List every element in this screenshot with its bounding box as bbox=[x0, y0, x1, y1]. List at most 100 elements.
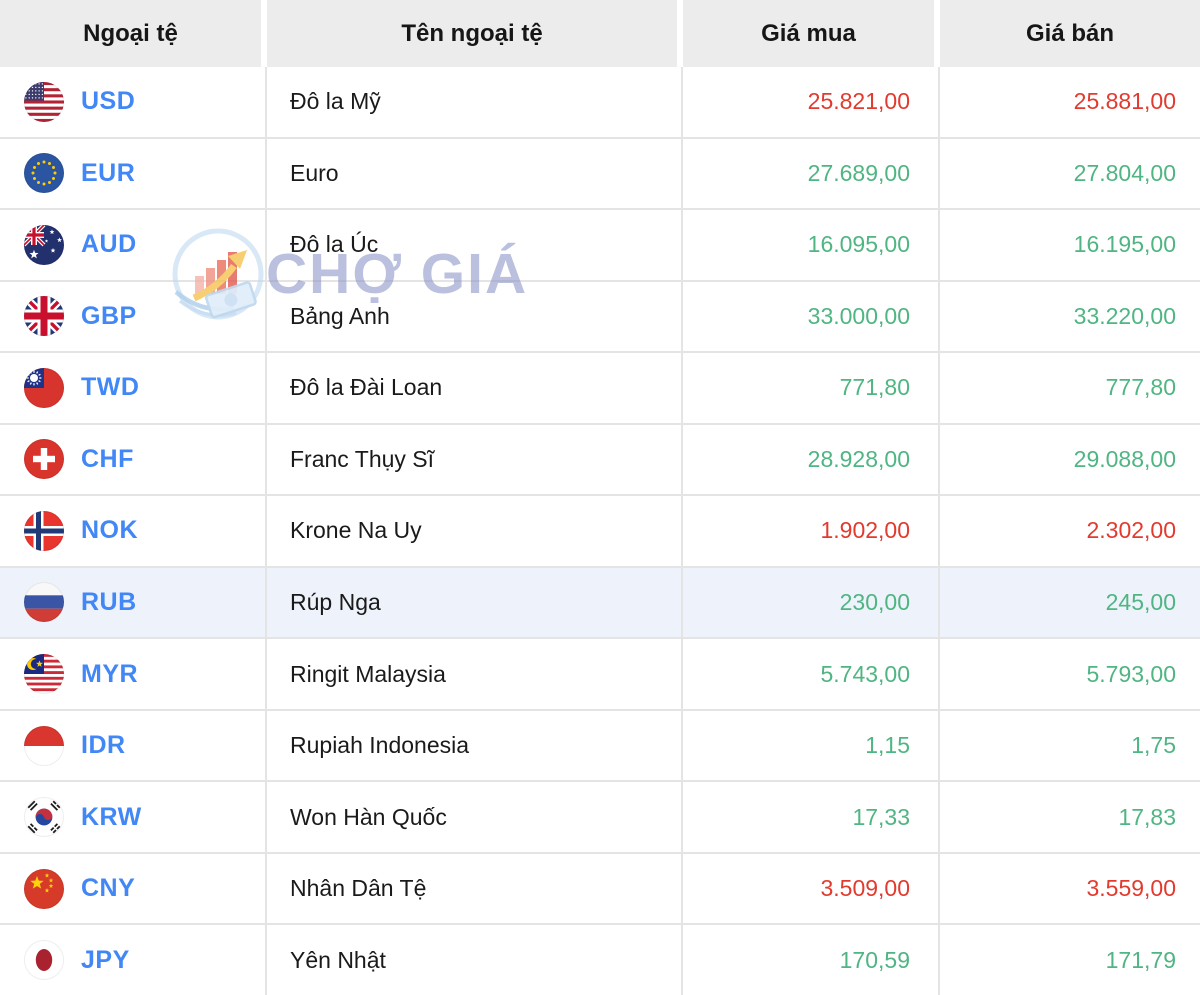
sell-price: 171,79 bbox=[1105, 946, 1176, 973]
column-header-currency: Ngoại tệ bbox=[0, 0, 267, 67]
table-row[interactable]: IDR Rupiah Indonesia 1,15 1,75 bbox=[0, 708, 1200, 781]
column-header-currency-name: Tên ngoại tệ bbox=[267, 0, 683, 67]
currency-name-cell: Won Hàn Quốc bbox=[267, 782, 683, 852]
currency-code: MYR bbox=[81, 659, 139, 688]
cn-flag-icon bbox=[24, 868, 64, 909]
buy-price: 16.095,00 bbox=[683, 210, 940, 280]
buy-price: 170,59 bbox=[683, 925, 940, 995]
kr-flag-icon bbox=[24, 797, 64, 838]
currency-cell: JPY bbox=[0, 925, 267, 995]
table-row[interactable]: EUR Euro 27.689,00 27.804,00 bbox=[0, 136, 1200, 209]
currency-name-cell: Franc Thụy Sĩ bbox=[267, 424, 683, 495]
currency-cell: MYR bbox=[0, 639, 267, 709]
currency-code: CNY bbox=[81, 874, 136, 903]
buy-price: 25.821,00 bbox=[683, 67, 940, 137]
buy-price: 771,80 bbox=[683, 353, 940, 423]
currency-code: AUD bbox=[81, 230, 137, 259]
currency-code: TWD bbox=[81, 373, 140, 402]
sell-price: 33.220,00 bbox=[1073, 302, 1176, 329]
sell-price: 245,00 bbox=[1105, 588, 1176, 615]
table-row[interactable]: TWD Đô la Đài Loan 771,80 777,80 bbox=[0, 351, 1200, 423]
table-row[interactable]: KRW Won Hàn Quốc 17,33 17,83 bbox=[0, 780, 1200, 852]
currency-name-cell: Đô la Đài Loan bbox=[267, 353, 683, 423]
currency-code: CHF bbox=[81, 444, 134, 473]
currency-name: Yên Nhật bbox=[290, 946, 386, 973]
currency-name: Nhân Dân Tệ bbox=[290, 875, 427, 902]
currency-name-cell: Yên Nhật bbox=[267, 925, 683, 995]
currency-name-cell: Ringit Malaysia bbox=[267, 639, 683, 709]
sell-price: 27.804,00 bbox=[1073, 159, 1176, 186]
currency-name-cell: Euro bbox=[267, 138, 683, 209]
currency-name: Krone Na Uy bbox=[290, 517, 422, 544]
currency-name: Bảng Anh bbox=[290, 302, 390, 329]
table-row[interactable]: AUD Đô la Úc 16.095,00 16.195,00 bbox=[0, 208, 1200, 280]
table-row[interactable]: NOK Krone Na Uy 1.902,00 2.302,00 bbox=[0, 494, 1200, 566]
id-flag-icon bbox=[24, 725, 64, 766]
sell-price: 777,80 bbox=[1105, 374, 1176, 401]
currency-cell: CNY bbox=[0, 853, 267, 924]
currency-name: Đô la Đài Loan bbox=[290, 374, 443, 401]
currency-cell: CHF bbox=[0, 424, 267, 495]
currency-name-cell: Đô la Úc bbox=[267, 210, 683, 280]
currency-code: EUR bbox=[81, 158, 136, 187]
currency-name-cell: Nhân Dân Tệ bbox=[267, 853, 683, 924]
currency-cell: USD bbox=[0, 67, 267, 137]
currency-name: Đô la Mỹ bbox=[290, 88, 381, 115]
buy-price: 27.689,00 bbox=[683, 138, 940, 209]
my-flag-icon bbox=[24, 654, 64, 695]
currency-name: Đô la Úc bbox=[290, 231, 379, 258]
buy-price: 28.928,00 bbox=[683, 424, 940, 495]
currency-cell: TWD bbox=[0, 353, 267, 423]
currency-name: Euro bbox=[290, 159, 339, 186]
ru-flag-icon bbox=[24, 582, 64, 623]
table-row[interactable]: GBP Bảng Anh 33.000,00 33.220,00 bbox=[0, 279, 1200, 352]
currency-cell: EUR bbox=[0, 138, 267, 209]
sell-price: 3.559,00 bbox=[1086, 875, 1176, 902]
buy-price: 17,33 bbox=[683, 782, 940, 852]
sell-price: 5.793,00 bbox=[1086, 660, 1176, 687]
table-row[interactable]: JPY Yên Nhật 170,59 171,79 bbox=[0, 923, 1200, 995]
currency-name-cell: Rupiah Indonesia bbox=[267, 710, 683, 781]
currency-code: IDR bbox=[81, 731, 126, 760]
gb-flag-icon bbox=[24, 296, 64, 337]
currency-name-cell: Krone Na Uy bbox=[267, 496, 683, 566]
column-header-sell-price: Giá bán bbox=[940, 0, 1200, 67]
sell-price: 17,83 bbox=[1118, 803, 1176, 830]
table-row[interactable]: MYR Ringit Malaysia 5.743,00 5.793,00 bbox=[0, 637, 1200, 709]
currency-code: KRW bbox=[81, 802, 142, 831]
currency-code: JPY bbox=[81, 945, 130, 974]
currency-name-cell: Bảng Anh bbox=[267, 281, 683, 352]
currency-cell: RUB bbox=[0, 567, 267, 638]
currency-cell: NOK bbox=[0, 496, 267, 566]
table-row[interactable]: CNY Nhân Dân Tệ 3.509,00 3.559,00 bbox=[0, 851, 1200, 924]
ch-flag-icon bbox=[24, 439, 64, 480]
buy-price: 33.000,00 bbox=[683, 281, 940, 352]
currency-name: Won Hàn Quốc bbox=[290, 803, 447, 830]
table-body: USD Đô la Mỹ 25.821,00 25.881,00 EUR Eur… bbox=[0, 67, 1200, 995]
currency-name: Franc Thụy Sĩ bbox=[290, 445, 435, 472]
au-flag-icon bbox=[24, 224, 64, 265]
currency-cell: IDR bbox=[0, 710, 267, 781]
buy-price: 5.743,00 bbox=[683, 639, 940, 709]
table-row[interactable]: RUB Rúp Nga 230,00 245,00 bbox=[0, 565, 1200, 638]
us-flag-icon bbox=[24, 81, 64, 122]
eu-flag-icon bbox=[24, 153, 64, 194]
table-row[interactable]: USD Đô la Mỹ 25.821,00 25.881,00 bbox=[0, 67, 1200, 137]
currency-cell: KRW bbox=[0, 782, 267, 852]
no-flag-icon bbox=[24, 510, 64, 551]
currency-code: NOK bbox=[81, 516, 139, 545]
sell-price: 1,75 bbox=[1131, 732, 1176, 759]
currency-name-cell: Đô la Mỹ bbox=[267, 67, 683, 137]
table-row[interactable]: CHF Franc Thụy Sĩ 28.928,00 29.088,00 bbox=[0, 422, 1200, 495]
currency-code: GBP bbox=[81, 301, 137, 330]
table-header: Ngoại tệ Tên ngoại tệ Giá mua Giá bán bbox=[0, 0, 1200, 67]
sell-price: 29.088,00 bbox=[1073, 445, 1176, 472]
buy-price: 1,15 bbox=[683, 710, 940, 781]
tw-flag-icon bbox=[24, 367, 64, 408]
buy-price: 3.509,00 bbox=[683, 853, 940, 924]
column-header-buy-price: Giá mua bbox=[683, 0, 940, 67]
currency-code: USD bbox=[81, 87, 136, 116]
buy-price: 230,00 bbox=[683, 567, 940, 638]
